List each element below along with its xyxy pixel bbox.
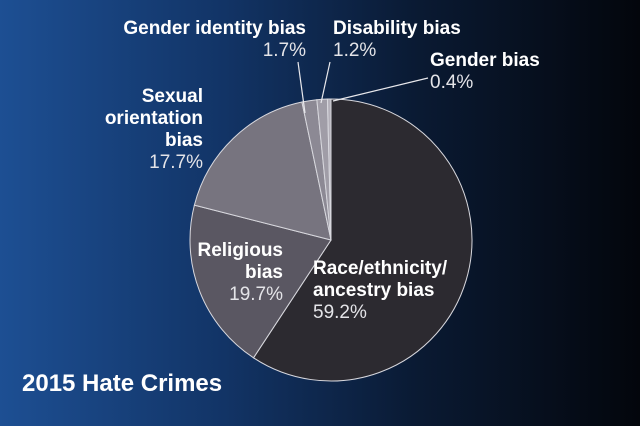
value-label: 0.4% xyxy=(430,72,474,93)
slice-label: Gender bias 0.4% xyxy=(430,50,540,94)
chart-title: 2015 Hate Crimes xyxy=(22,370,223,397)
category-label: Religious bias xyxy=(197,240,283,283)
value-label: 59.2% xyxy=(313,302,367,323)
value-label: 19.7% xyxy=(229,284,283,305)
slice-label: Race/ethnicity/ ancestry bias 59.2% xyxy=(313,258,447,324)
value-label: 17.7% xyxy=(149,152,203,173)
value-label: 1.7% xyxy=(262,40,306,61)
category-label: Disability bias xyxy=(333,18,461,39)
leader-lines xyxy=(297,61,429,114)
leader-line xyxy=(297,61,306,114)
slice-label: Disability bias 1.2% xyxy=(333,18,461,62)
pie-slice xyxy=(193,101,332,241)
category-label: Race/ethnicity/ ancestry bias xyxy=(313,258,448,301)
leader-line xyxy=(320,61,331,104)
slice-label: Religious bias 19.7% xyxy=(197,240,283,306)
leader-line xyxy=(332,77,429,102)
value-label: 1.2% xyxy=(333,40,377,61)
category-label: Sexual orientation bias xyxy=(104,86,203,151)
slice-label: Sexual orientation bias 17.7% xyxy=(105,86,203,174)
slice-label: Gender identity bias 1.7% xyxy=(123,18,306,62)
slices xyxy=(189,98,473,382)
pie-slice xyxy=(326,98,332,241)
pie-slice xyxy=(252,98,473,382)
pie-slice xyxy=(189,204,332,359)
category-label: Gender identity bias xyxy=(123,18,306,39)
category-label: Gender bias xyxy=(430,50,540,71)
